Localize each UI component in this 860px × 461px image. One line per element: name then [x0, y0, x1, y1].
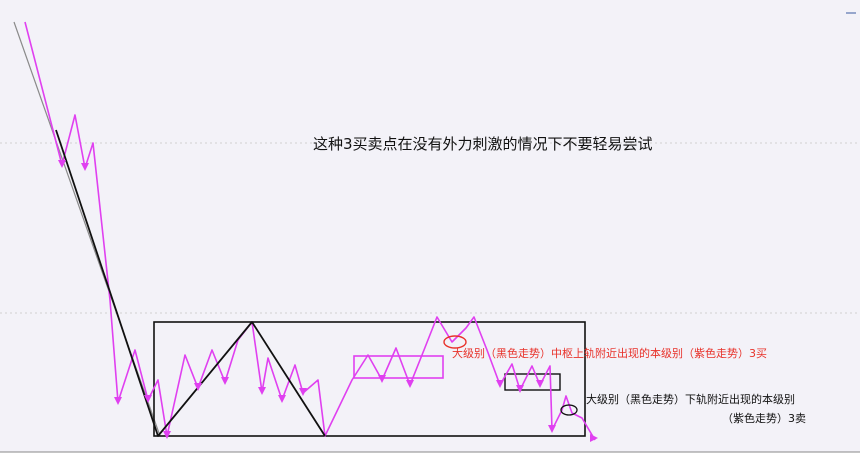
arrowhead [114, 397, 122, 405]
arrowhead [81, 163, 89, 171]
arrowhead [496, 380, 504, 388]
purple-arrowheads [58, 160, 598, 442]
buy-point-ellipse [443, 335, 467, 349]
arrowhead [299, 388, 307, 396]
arrowhead [378, 375, 386, 383]
arrowhead [590, 434, 598, 442]
black-trend-line [55, 129, 326, 437]
arrowhead [144, 395, 152, 403]
arrowhead [548, 425, 556, 433]
arrowhead [516, 385, 524, 393]
arrowhead [278, 395, 286, 403]
buy-point-annotation: 大级别（黑色走势）中枢上轨附近出现的本级别（紫色走势）3买 [452, 347, 767, 360]
arrowhead [258, 387, 266, 395]
sell-point-annotation-line2: （紫色走势）3卖 [722, 412, 806, 425]
arrowhead [163, 431, 171, 439]
arrowhead [58, 160, 66, 168]
arrowhead [406, 380, 414, 388]
arrowhead [221, 377, 229, 385]
big-pivot-box [153, 321, 586, 437]
small-pivot-box-black [504, 373, 561, 391]
sell-point-ellipse [560, 404, 578, 416]
arrowhead [194, 383, 202, 391]
diagram-title: 这种3买卖点在没有外力刺激的情况下不要轻易尝试 [313, 135, 653, 153]
sell-point-annotation-line1: 大级别（黑色走势）下轨附近出现的本级别 [586, 393, 795, 406]
arrowhead [536, 380, 544, 388]
